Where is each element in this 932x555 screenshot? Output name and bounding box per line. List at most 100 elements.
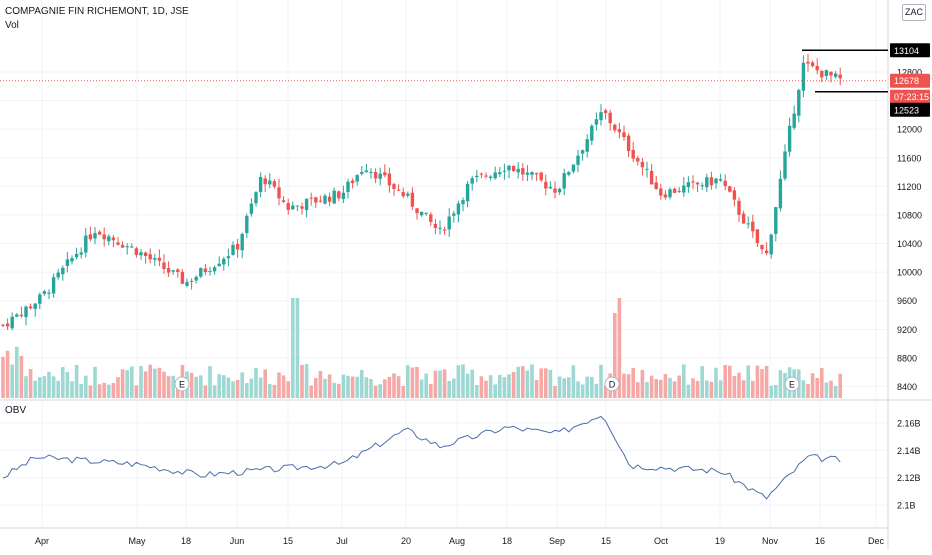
candle-body [691,181,695,183]
volume-bar [732,375,737,398]
candle-body [199,268,203,277]
candle-body [636,158,640,162]
candle-body [79,252,83,255]
volume-bar [728,365,732,398]
candle-body [38,294,42,304]
volume-bar [498,374,502,398]
time-tick-label: 16 [815,536,825,546]
candle-body [327,196,332,202]
candle-body [461,200,465,205]
candle-body [433,223,438,229]
volume-bar [212,385,217,398]
volume-bar [617,298,622,398]
volume-bar [203,385,208,398]
volume-bar [613,313,617,398]
volume-bar [815,377,819,398]
candle-body [447,216,451,230]
candle-body [277,187,281,199]
time-tick-label: Dec [868,536,885,546]
candle-body [19,314,24,317]
countdown-label-bg [890,89,930,104]
volume-bar [125,370,129,398]
candle-body [590,125,594,141]
candle-body [751,221,755,232]
volume-bar [254,367,258,398]
candle-body [792,113,796,128]
time-tick-label: 15 [601,536,611,546]
candle-body [484,175,488,177]
candle-body [820,70,824,78]
candle-body [797,90,801,116]
volume-bar [820,368,824,398]
volume-bar [281,375,286,398]
volume-bar [309,385,313,398]
candle-body [107,236,111,242]
obv-tick-label: 2.1B [897,501,916,511]
volume-bar [433,370,438,398]
volume-bar [534,379,539,398]
volume-bar [208,366,212,398]
volume-bar [346,375,350,398]
volume-bar [461,364,465,398]
volume-bar [714,367,718,398]
candle-body [240,233,244,251]
volume-bar [93,366,97,398]
candle-body [65,259,70,266]
candle-body [810,62,815,67]
event-marker [604,376,620,392]
candle-body [263,178,267,185]
volume-bar [838,373,842,398]
candle-body [304,198,309,211]
candle-body [245,215,249,234]
volume-bar [120,369,125,398]
volume-bar [576,381,580,398]
volume-bar [695,381,700,398]
candle-body [15,314,19,317]
candle-body [580,150,585,154]
candle-body [309,197,313,199]
volume-bar [705,380,709,398]
candle-body [737,200,741,215]
candle-body [783,151,787,179]
candle-body [208,270,212,272]
volume-bar [686,384,691,398]
candle-body [42,291,47,294]
candle-body [456,203,461,215]
volume-bar [148,364,152,398]
candle-body [746,223,750,225]
volume-bar [116,377,120,398]
volume-bar [419,379,424,398]
candle-body [254,192,258,204]
candle-body [465,183,470,202]
candle-body [769,234,773,255]
high-price-label: 13104 [894,46,919,56]
volume-bar [364,377,369,398]
candle-body [548,186,553,189]
candle-body [120,244,125,248]
volume-bar [350,376,355,398]
volume-bar [488,375,493,398]
candle-body [134,248,139,256]
volume-bar [88,385,93,398]
candle-body [470,178,474,184]
volume-bar [134,385,139,398]
volume-bar [360,369,364,398]
price-tick-label: 9600 [897,296,917,306]
volume-bar [465,373,470,398]
candle-body [557,188,562,193]
candle-body [553,188,557,193]
candle-body [360,171,364,174]
candle-body [217,263,221,267]
volume-bar [130,366,134,398]
volume-bar [79,384,83,398]
volume-bar [682,364,686,398]
volume-bar [139,366,143,398]
currency-badge[interactable]: ZAC [902,4,926,21]
volume-bar [15,346,19,398]
candle-body [74,254,79,258]
candle-body [429,214,433,222]
volume-bar [760,369,764,398]
volume-bar [493,384,497,398]
candle-body [166,268,171,273]
